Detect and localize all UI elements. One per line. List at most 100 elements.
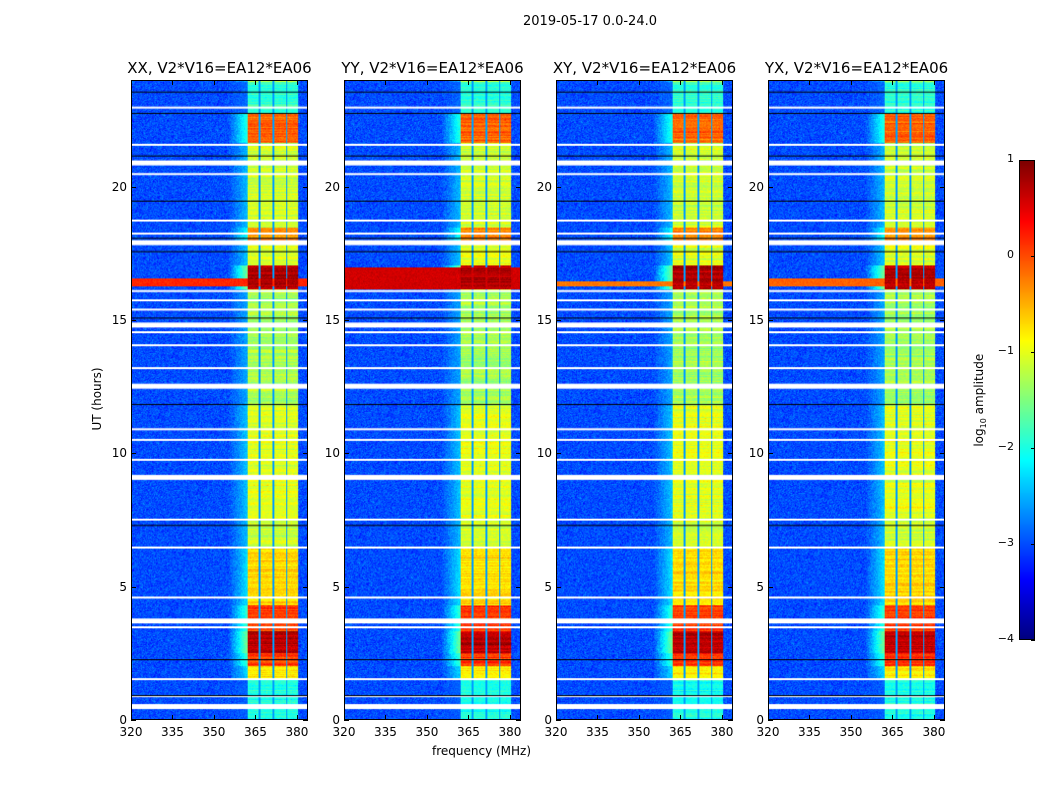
y-tick — [940, 586, 945, 588]
x-tick — [255, 80, 257, 85]
x-tick — [597, 80, 599, 85]
x-tick-label: 320 — [332, 725, 356, 739]
x-tick-label: 380 — [285, 725, 309, 739]
x-tick-label: 350 — [627, 725, 651, 739]
x-tick — [638, 80, 640, 85]
y-tick — [728, 186, 733, 188]
y-tick — [303, 453, 308, 455]
spectrogram-panel-4 — [768, 80, 945, 720]
spectrogram-panel-1 — [131, 80, 308, 720]
y-tick — [728, 453, 733, 455]
y-tick — [303, 720, 308, 721]
x-tick-label: 335 — [161, 725, 184, 739]
y-tick-label: 20 — [536, 179, 552, 194]
colorbar-label-text: amplitude — [971, 353, 986, 419]
x-tick — [680, 715, 682, 720]
y-tick-label: 0 — [332, 713, 340, 727]
y-tick — [556, 186, 561, 188]
x-tick — [509, 80, 511, 85]
y-tick — [516, 586, 521, 588]
x-tick — [768, 80, 769, 85]
x-tick — [509, 715, 511, 720]
y-tick — [556, 586, 561, 588]
y-tick — [940, 720, 945, 721]
x-tick — [721, 80, 723, 85]
x-tick — [213, 715, 215, 720]
x-tick — [850, 715, 852, 720]
x-tick-label: 380 — [710, 725, 734, 739]
x-tick-label: 335 — [374, 725, 397, 739]
y-tick — [131, 186, 136, 188]
x-tick-label: 365 — [457, 725, 480, 739]
heatmap-image — [345, 81, 520, 719]
x-tick — [768, 715, 769, 720]
x-tick — [426, 80, 428, 85]
colorbar-tick-label: −4 — [997, 632, 1014, 645]
x-tick — [597, 715, 599, 720]
x-tick — [468, 80, 470, 85]
figure-title: 2019-05-17 0.0-24.0 — [523, 14, 657, 29]
y-tick-label: 0 — [119, 713, 127, 727]
x-tick — [344, 715, 345, 720]
colorbar-label: log10 amplitude — [972, 350, 988, 450]
colorbar-label-log: log — [971, 428, 986, 447]
y-tick — [768, 186, 773, 188]
x-tick-label: 320 — [119, 725, 143, 739]
colorbar-label-base: 10 — [979, 418, 989, 429]
y-tick-label: 0 — [544, 713, 552, 727]
colorbar-tick-label: 1 — [1007, 152, 1014, 165]
y-tick-label: 15 — [536, 313, 552, 327]
y-tick-label: 10 — [111, 446, 127, 461]
x-tick-label: 380 — [498, 725, 522, 739]
spectrogram-panel-3 — [556, 80, 733, 720]
x-tick-label: 335 — [798, 725, 821, 739]
y-tick-label: 15 — [748, 313, 764, 327]
heatmap-image — [769, 81, 944, 719]
y-tick-label: 10 — [324, 446, 340, 461]
x-tick — [556, 715, 557, 720]
panel-title: XX, V2*V16=EA12*EA06 — [127, 59, 312, 77]
x-tick — [172, 715, 174, 720]
y-tick — [303, 186, 308, 188]
x-tick — [809, 715, 811, 720]
x-tick — [933, 80, 935, 85]
colorbar-tick — [1031, 544, 1035, 545]
colorbar-tick — [1031, 448, 1035, 449]
y-tick — [344, 186, 349, 188]
x-tick — [850, 80, 852, 85]
panel-title: XY, V2*V16=EA12*EA06 — [552, 59, 737, 77]
y-tick-label: 5 — [119, 579, 127, 594]
colorbar-tick-label: −3 — [997, 536, 1014, 549]
y-tick — [303, 320, 308, 321]
colorbar-tick — [1031, 640, 1035, 641]
y-tick-label: 15 — [111, 313, 127, 327]
y-tick — [556, 320, 561, 321]
x-tick-label: 350 — [839, 725, 863, 739]
x-tick-label: 365 — [669, 725, 692, 739]
y-tick — [940, 320, 945, 321]
y-tick-label: 5 — [756, 579, 764, 594]
colorbar-tick-label: −2 — [997, 440, 1014, 453]
y-tick — [768, 586, 773, 588]
x-tick-label: 350 — [202, 725, 226, 739]
x-tick-label: 350 — [415, 725, 439, 739]
y-tick — [344, 586, 349, 588]
x-tick-label: 320 — [756, 725, 780, 739]
colorbar-gradient — [1020, 161, 1034, 639]
y-tick-label: 10 — [748, 446, 764, 461]
y-tick-label: 20 — [748, 179, 764, 194]
y-tick — [556, 720, 561, 721]
y-tick — [131, 720, 136, 721]
x-tick — [426, 715, 428, 720]
y-tick — [556, 453, 561, 455]
y-tick-label: 5 — [332, 579, 340, 594]
x-tick — [468, 715, 470, 720]
y-tick-label: 20 — [111, 179, 127, 194]
x-tick — [385, 715, 387, 720]
spectrogram-panel-2 — [344, 80, 521, 720]
y-tick — [728, 320, 733, 321]
heatmap-image — [132, 81, 307, 719]
y-tick — [728, 586, 733, 588]
x-tick — [344, 80, 345, 85]
